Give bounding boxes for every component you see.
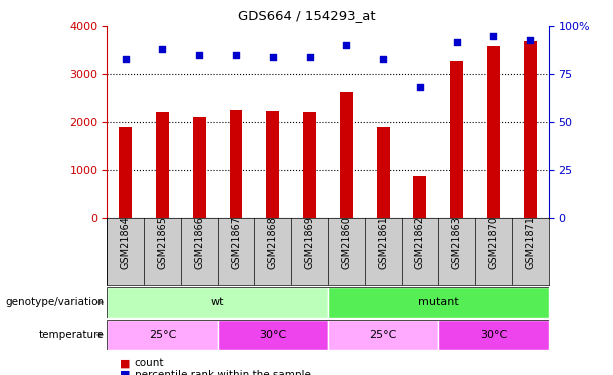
Bar: [107, 287, 328, 318]
Text: wt: wt: [211, 297, 224, 307]
Text: 25°C: 25°C: [370, 330, 397, 340]
Bar: [192, 117, 206, 218]
Point: [525, 37, 535, 43]
Text: percentile rank within the sample: percentile rank within the sample: [135, 370, 311, 375]
Text: temperature: temperature: [39, 330, 104, 340]
Bar: [450, 61, 463, 217]
Bar: [229, 110, 243, 218]
Point: [452, 39, 462, 45]
Point: [121, 56, 131, 62]
Point: [268, 54, 278, 60]
Point: [305, 54, 314, 60]
Bar: [107, 320, 218, 350]
Text: GDS664 / 154293_at: GDS664 / 154293_at: [238, 9, 375, 22]
Bar: [328, 287, 549, 318]
Text: 25°C: 25°C: [149, 330, 176, 340]
Point: [341, 42, 351, 48]
Bar: [156, 112, 169, 218]
Bar: [438, 320, 549, 350]
Point: [231, 52, 241, 58]
Bar: [414, 176, 427, 218]
Point: [158, 46, 167, 52]
Text: ■: ■: [120, 370, 130, 375]
Bar: [266, 111, 280, 218]
Text: mutant: mutant: [418, 297, 459, 307]
Bar: [119, 127, 132, 218]
Text: 30°C: 30°C: [480, 330, 507, 340]
Text: ■: ■: [120, 358, 130, 368]
Bar: [303, 112, 316, 218]
Point: [378, 56, 388, 62]
Bar: [340, 92, 353, 218]
Text: 30°C: 30°C: [259, 330, 286, 340]
Bar: [218, 320, 328, 350]
Bar: [328, 320, 438, 350]
Bar: [487, 46, 500, 217]
Bar: [524, 40, 537, 218]
Bar: [376, 127, 390, 218]
Text: genotype/variation: genotype/variation: [5, 297, 104, 307]
Text: count: count: [135, 358, 164, 368]
Point: [194, 52, 204, 58]
Point: [415, 84, 425, 90]
Point: [489, 33, 498, 39]
